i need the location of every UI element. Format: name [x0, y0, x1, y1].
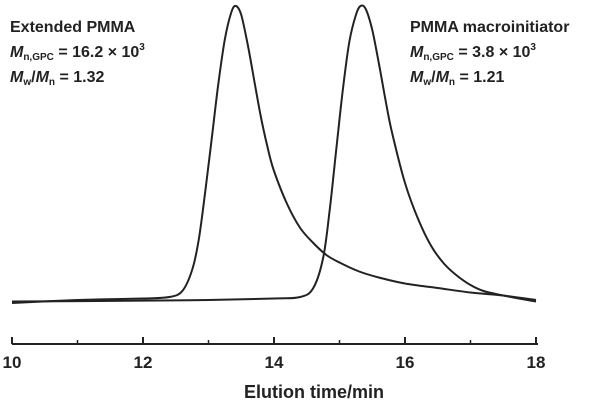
- x-tick-label: 14: [265, 353, 284, 372]
- series-name-label: PMMA macroinitiator: [410, 19, 570, 36]
- mn-subscript: n,GPC: [23, 52, 54, 63]
- x-tick-label: 16: [396, 353, 415, 372]
- mw-subscript: w: [23, 77, 32, 88]
- series-line-extended-pmma: [11, 4, 537, 304]
- pdi-slash: /: [431, 69, 436, 86]
- mn-exponent: 3: [530, 42, 536, 53]
- mw-symbol: M: [410, 69, 424, 86]
- mn-subscript: n,GPC: [423, 52, 454, 63]
- annotation-pmma-macroinitiator: PMMA macroinitiator Mn,GPC = 3.8 × 103 M…: [410, 20, 569, 95]
- x-tick-label: 12: [134, 353, 153, 372]
- mn-symbol: M: [410, 44, 424, 61]
- mn2-symbol: M: [435, 69, 449, 86]
- pdi-slash: /: [31, 69, 36, 86]
- mn-symbol: M: [10, 44, 24, 61]
- pdi-value: = 1.21: [455, 69, 505, 86]
- pdi-label: Mw/Mn = 1.21: [410, 70, 569, 95]
- mn-label: Mn,GPC = 3.8 × 103: [410, 42, 569, 70]
- mn2-subscript: n: [448, 77, 455, 88]
- series-name-label: Extended PMMA: [10, 19, 136, 36]
- series-line-pmma-macroinitiator: [11, 4, 537, 303]
- mw-subscript: w: [423, 77, 432, 88]
- annotation-extended-pmma: Extended PMMA Mn,GPC = 16.2 × 103 Mw/Mn …: [10, 20, 145, 95]
- mn2-subscript: n: [48, 77, 55, 88]
- pdi-label: Mw/Mn = 1.32: [10, 70, 145, 95]
- mn2-symbol: M: [35, 69, 49, 86]
- x-tick-label: 10: [3, 353, 22, 372]
- mn-value: = 16.2 × 10: [53, 44, 140, 61]
- x-axis-title: Elution time/min: [244, 382, 384, 402]
- mw-symbol: M: [10, 69, 24, 86]
- series-layer: [11, 4, 537, 304]
- x-tick-label: 18: [527, 353, 546, 372]
- mn-value: = 3.8 × 10: [453, 44, 531, 61]
- x-axis-ticks: 10 12 14 16 18: [3, 337, 546, 372]
- pdi-value: = 1.32: [55, 69, 105, 86]
- mn-label: Mn,GPC = 16.2 × 103: [10, 42, 145, 70]
- mn-exponent: 3: [139, 42, 145, 53]
